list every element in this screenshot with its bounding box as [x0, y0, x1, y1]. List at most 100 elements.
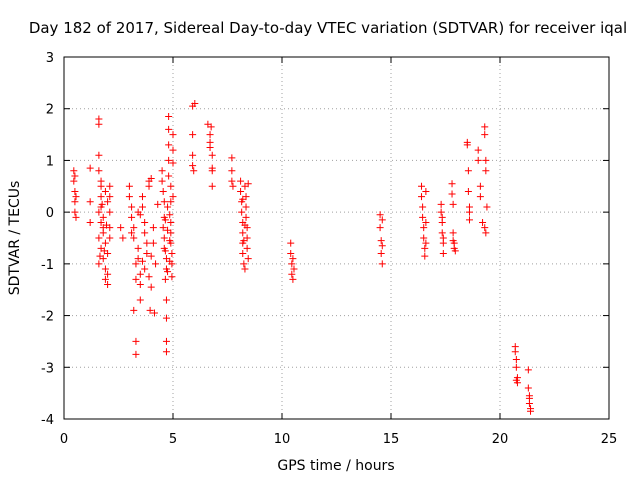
data-point [143, 250, 151, 258]
data-point [376, 224, 384, 232]
data-point [98, 200, 106, 208]
x-tick-label: 5 [169, 432, 177, 447]
data-point [512, 363, 520, 371]
data-point [164, 226, 172, 234]
data-point [474, 156, 482, 164]
data-point [464, 167, 472, 175]
data-point [154, 200, 162, 208]
data-point [136, 270, 144, 278]
data-point [525, 394, 533, 402]
data-point [482, 156, 490, 164]
data-point [448, 190, 456, 198]
data-point [449, 229, 457, 237]
data-point [288, 260, 296, 268]
y-tick-label: -4 [41, 413, 54, 428]
data-point [189, 162, 197, 170]
data-point [451, 247, 459, 255]
data-point [511, 348, 519, 356]
data-point [166, 237, 174, 245]
data-point [147, 175, 155, 183]
x-tick-label: 20 [492, 432, 509, 447]
data-point [161, 216, 169, 224]
data-point [524, 384, 532, 392]
data-point [166, 211, 174, 219]
data-point [106, 193, 114, 201]
y-tick-label: 1 [46, 154, 54, 169]
data-point [158, 167, 166, 175]
data-point [158, 177, 166, 185]
data-point [420, 234, 428, 242]
data-point [103, 221, 111, 229]
data-point [418, 193, 426, 201]
data-point [476, 193, 484, 201]
data-point [159, 224, 167, 232]
data-point [437, 200, 445, 208]
data-point [463, 141, 471, 149]
x-tick-label: 25 [601, 432, 618, 447]
data-point [240, 260, 248, 268]
data-point [208, 182, 216, 190]
data-point [162, 337, 170, 345]
data-point [165, 112, 173, 120]
data-point [239, 195, 247, 203]
data-point [138, 193, 146, 201]
data-point [104, 281, 112, 289]
data-point [482, 167, 490, 175]
data-point [229, 182, 237, 190]
data-point [449, 200, 457, 208]
data-point [141, 218, 149, 226]
data-point [165, 172, 173, 180]
data-point [290, 265, 298, 273]
data-point [244, 255, 252, 263]
data-point [476, 182, 484, 190]
data-point [130, 234, 138, 242]
data-point [289, 255, 297, 263]
x-tick-label: 15 [383, 432, 400, 447]
data-point [106, 208, 114, 216]
data-point [422, 187, 430, 195]
data-point [287, 250, 295, 258]
data-point [189, 131, 197, 139]
data-point [237, 177, 245, 185]
data-point [481, 131, 489, 139]
data-point [512, 376, 520, 384]
data-point [164, 268, 172, 276]
data-point [165, 125, 173, 133]
data-point [207, 123, 215, 131]
data-point [86, 198, 94, 206]
data-point [99, 213, 107, 221]
data-point [138, 257, 146, 265]
data-point [242, 203, 250, 211]
data-point [101, 239, 109, 247]
data-point [243, 244, 251, 252]
data-point [100, 247, 108, 255]
data-point [119, 234, 127, 242]
data-point [101, 265, 109, 273]
data-point [228, 177, 236, 185]
data-point [104, 270, 112, 278]
data-point [439, 250, 447, 258]
data-point [136, 281, 144, 289]
data-point [97, 193, 105, 201]
y-tick-label: -2 [41, 310, 54, 325]
data-point [161, 247, 169, 255]
data-point [138, 203, 146, 211]
data-point [208, 167, 216, 175]
data-point [136, 296, 144, 304]
data-point [141, 229, 149, 237]
data-point [95, 151, 103, 159]
data-point [168, 273, 176, 281]
data-point [422, 218, 430, 226]
data-point [169, 159, 177, 167]
data-point [237, 187, 245, 195]
data-point [104, 198, 112, 206]
data-point [377, 250, 385, 258]
data-point [483, 203, 491, 211]
data-point [141, 265, 149, 273]
data-point [438, 213, 446, 221]
data-point [240, 237, 248, 245]
data-point [147, 283, 155, 291]
data-point [421, 252, 429, 260]
data-point [376, 211, 384, 219]
